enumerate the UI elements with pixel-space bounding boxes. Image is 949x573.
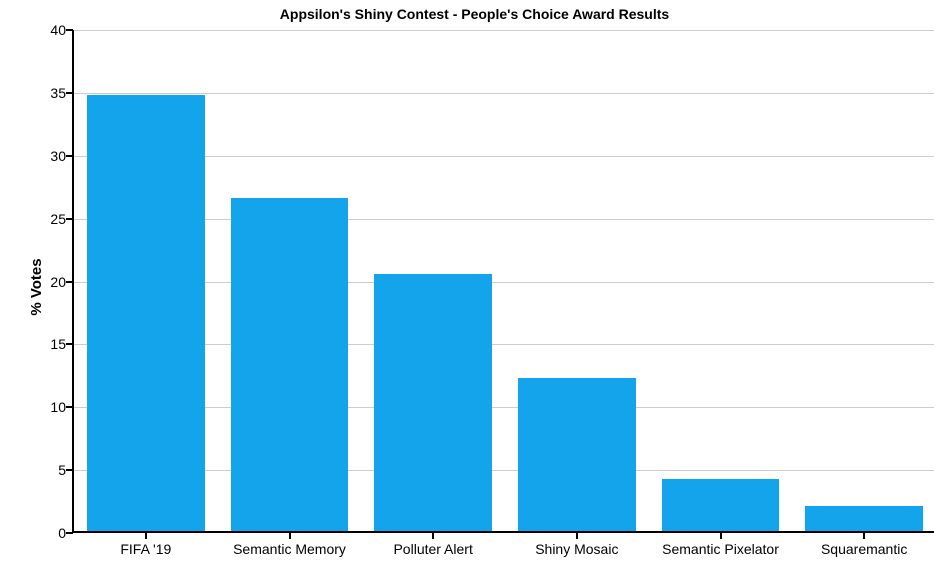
y-tick-label: 35	[50, 85, 74, 101]
bar	[374, 274, 492, 531]
y-tick-label: 25	[50, 211, 74, 227]
x-tick-label: Shiny Mosaic	[535, 531, 618, 557]
chart-title: Appsilon's Shiny Contest - People's Choi…	[0, 6, 949, 22]
y-tick-label: 15	[50, 336, 74, 352]
bar	[231, 198, 349, 531]
y-tick-label: 0	[58, 525, 74, 541]
y-tick-label: 30	[50, 148, 74, 164]
bar	[87, 95, 205, 531]
x-tick-label: Squaremantic	[821, 531, 907, 557]
y-tick-label: 20	[50, 274, 74, 290]
x-tick-label: FIFA '19	[120, 531, 171, 557]
x-tick-label: Semantic Memory	[233, 531, 346, 557]
bar-chart: Appsilon's Shiny Contest - People's Choi…	[0, 0, 949, 573]
grid-line	[74, 30, 934, 31]
x-tick-label: Semantic Pixelator	[662, 531, 779, 557]
y-axis-label: % Votes	[28, 258, 45, 315]
y-tick-label: 40	[50, 22, 74, 38]
bar	[662, 479, 780, 531]
plot-area: 0510152025303540FIFA '19Semantic MemoryP…	[72, 30, 934, 533]
x-tick-label: Polluter Alert	[393, 531, 472, 557]
y-tick-label: 5	[58, 462, 74, 478]
bar	[805, 506, 923, 531]
y-tick-label: 10	[50, 399, 74, 415]
bar	[518, 378, 636, 531]
